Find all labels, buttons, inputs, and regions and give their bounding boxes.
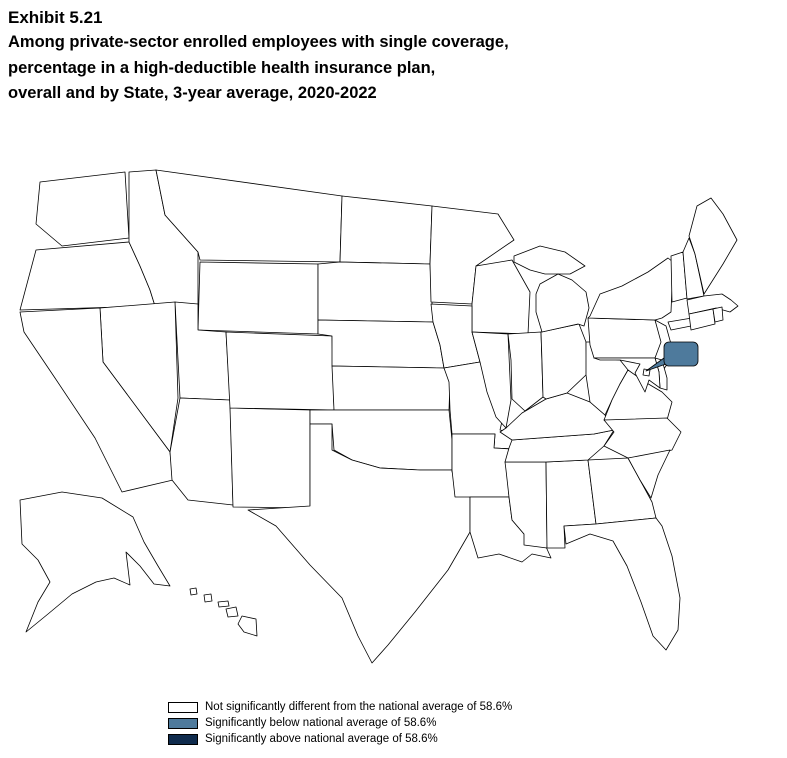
state-ny — [587, 257, 674, 321]
state-hi-kauai — [189, 587, 198, 596]
dc-callout-box — [663, 341, 699, 367]
state-ca — [19, 307, 174, 493]
state-oh — [540, 323, 588, 400]
exhibit-number: Exhibit 5.21 — [8, 8, 103, 27]
legend-swatch-above — [168, 734, 198, 745]
state-ne — [317, 319, 445, 369]
state-fl — [563, 517, 681, 651]
exhibit-title-line-3: overall and by State, 3-year average, 20… — [8, 84, 377, 102]
state-hi-oahu — [203, 593, 213, 603]
state-pa — [587, 317, 663, 359]
legend-item-above: Significantly above national average of … — [168, 733, 512, 746]
state-me — [688, 197, 738, 295]
exhibit-header: Exhibit 5.21 Among private-sector enroll… — [8, 6, 668, 107]
state-il — [471, 331, 512, 429]
map-legend: Not significantly different from the nat… — [168, 701, 512, 746]
state-sc — [627, 449, 671, 499]
state-ct — [688, 308, 716, 331]
state-ga — [587, 457, 657, 525]
state-mi-upper-peninsula — [513, 245, 586, 275]
legend-swatch-below — [168, 718, 198, 729]
exhibit-title-line-2: percentage in a high-deductible health i… — [8, 58, 436, 77]
exhibit-title-line-1: Among private-sector enrolled employees … — [8, 33, 509, 51]
legend-label-below: Significantly below national average of … — [205, 717, 437, 729]
state-hi-molokai — [217, 600, 230, 608]
state-ks — [331, 365, 451, 411]
legend-swatch-not-different — [168, 702, 198, 713]
state-nd — [339, 195, 433, 265]
state-nm — [229, 407, 311, 509]
state-az — [169, 397, 234, 506]
state-sd — [317, 261, 434, 323]
state-tx — [247, 423, 471, 664]
legend-label-not-different: Not significantly different from the nat… — [205, 701, 513, 713]
state-ri — [712, 306, 724, 323]
state-wa — [35, 171, 130, 247]
state-hi-maui — [225, 606, 239, 618]
state-ak — [19, 491, 171, 633]
legend-label-above: Significantly above national average of … — [205, 733, 438, 745]
state-wy — [197, 261, 319, 335]
state-hi-big-island — [237, 615, 258, 637]
state-co — [225, 331, 335, 411]
state-mi-lower-peninsula — [535, 273, 590, 333]
state-wi — [471, 259, 531, 335]
state-in — [507, 331, 544, 412]
legend-item-below: Significantly below national average of … — [168, 717, 512, 730]
legend-item-not-different: Not significantly different from the nat… — [168, 701, 512, 714]
